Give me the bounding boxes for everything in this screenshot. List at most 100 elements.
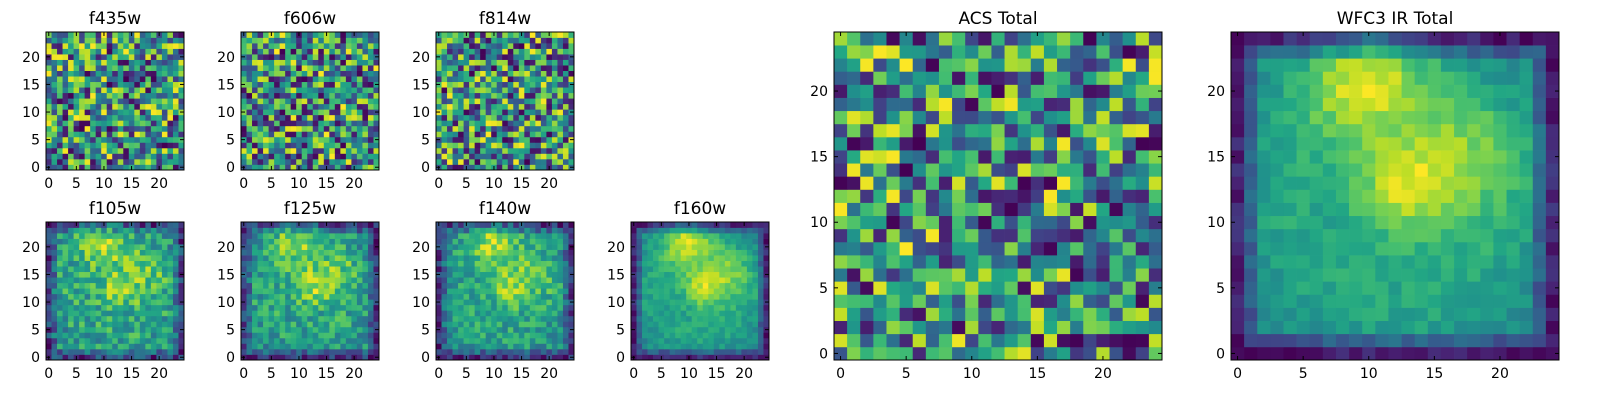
x-tick-label: 10 bbox=[485, 176, 503, 192]
heatmap-cell bbox=[735, 249, 742, 256]
heatmap-cell bbox=[274, 120, 280, 127]
heatmap-cell bbox=[1122, 189, 1137, 203]
heatmap-cell bbox=[535, 164, 542, 171]
heatmap-cell bbox=[172, 43, 179, 49]
heatmap-cell bbox=[296, 76, 303, 83]
heatmap-cell bbox=[84, 255, 91, 261]
heatmap-cell bbox=[551, 238, 558, 245]
heatmap-cell bbox=[112, 348, 119, 355]
heatmap-cell bbox=[150, 147, 157, 154]
heatmap-cell bbox=[469, 293, 475, 300]
x-tick-label: 5 bbox=[462, 176, 471, 192]
heatmap-cell bbox=[68, 288, 74, 295]
heatmap-cell bbox=[285, 125, 292, 132]
heatmap-cell bbox=[1017, 202, 1032, 217]
heatmap-cell bbox=[529, 76, 536, 83]
heatmap-cell bbox=[84, 142, 91, 149]
heatmap-cell bbox=[362, 136, 369, 143]
heatmap-cell bbox=[167, 164, 174, 171]
heatmap-cell bbox=[241, 255, 247, 261]
heatmap-cell bbox=[167, 153, 174, 160]
heatmap-cell bbox=[834, 189, 848, 203]
heatmap-cell bbox=[257, 233, 264, 239]
heatmap-cell bbox=[485, 332, 492, 339]
heatmap-cell bbox=[340, 114, 347, 121]
heatmap-cell bbox=[1004, 281, 1019, 295]
heatmap-cell bbox=[480, 48, 487, 55]
heatmap-cell bbox=[57, 244, 63, 250]
heatmap-cell bbox=[57, 266, 63, 273]
heatmap-cell bbox=[345, 315, 352, 322]
heatmap-cell bbox=[367, 103, 374, 110]
heatmap-cell bbox=[172, 304, 179, 311]
heatmap-cell bbox=[763, 310, 770, 317]
heatmap-cell bbox=[691, 255, 698, 261]
heatmap-cell bbox=[702, 271, 709, 278]
heatmap-cell bbox=[502, 37, 509, 44]
heatmap-cell bbox=[697, 238, 704, 245]
heatmap-cell bbox=[46, 315, 52, 322]
heatmap-cell bbox=[535, 332, 542, 339]
heatmap-cell bbox=[557, 282, 564, 289]
heatmap-cell bbox=[458, 222, 464, 228]
heatmap-cell bbox=[669, 326, 676, 333]
heatmap-cell bbox=[73, 343, 80, 350]
heatmap-cell bbox=[134, 299, 141, 306]
heatmap-cell bbox=[161, 244, 168, 250]
heatmap-cell bbox=[373, 260, 380, 267]
heatmap-cell bbox=[702, 304, 709, 311]
heatmap-cell bbox=[106, 332, 113, 339]
heatmap-cell bbox=[669, 227, 676, 234]
heatmap-cell bbox=[447, 343, 453, 350]
heatmap-cell bbox=[373, 43, 380, 49]
heatmap-cell bbox=[128, 260, 135, 267]
heatmap-cell bbox=[123, 266, 130, 273]
heatmap-cell bbox=[263, 337, 269, 344]
heatmap-cell bbox=[134, 343, 141, 350]
heatmap-cell bbox=[562, 337, 569, 344]
heatmap-cell bbox=[362, 48, 369, 55]
heatmap-cell bbox=[285, 37, 292, 44]
heatmap-cell bbox=[178, 114, 185, 121]
heatmap-cell bbox=[268, 288, 275, 295]
heatmap-cell bbox=[307, 136, 314, 143]
heatmap-cell bbox=[735, 299, 742, 306]
heatmap-cell bbox=[84, 227, 91, 234]
heatmap-cell bbox=[557, 310, 564, 317]
heatmap-cell bbox=[686, 233, 693, 239]
heatmap-cell bbox=[458, 109, 464, 116]
heatmap-cell bbox=[334, 233, 341, 239]
heatmap-cell bbox=[507, 92, 514, 99]
heatmap-cell bbox=[290, 125, 297, 132]
heatmap-cell bbox=[51, 120, 58, 127]
heatmap-cell bbox=[62, 255, 69, 261]
heatmap-cell bbox=[323, 59, 330, 66]
heatmap-cell bbox=[285, 70, 292, 77]
heatmap-cell bbox=[1043, 241, 1058, 256]
heatmap-cell bbox=[540, 136, 547, 143]
heatmap-cell bbox=[257, 288, 264, 295]
heatmap-cell bbox=[735, 337, 742, 344]
heatmap-cell bbox=[334, 277, 341, 284]
heatmap-cell bbox=[112, 326, 119, 333]
heatmap-cell bbox=[452, 249, 459, 256]
heatmap-cell bbox=[899, 176, 914, 190]
heatmap-cell bbox=[318, 120, 325, 127]
heatmap-cell bbox=[307, 255, 314, 261]
heatmap-cell bbox=[362, 326, 369, 333]
heatmap-cell bbox=[562, 233, 569, 239]
heatmap-cell bbox=[496, 120, 503, 127]
heatmap-cell bbox=[134, 92, 141, 99]
heatmap-cell bbox=[518, 337, 525, 344]
heatmap-cell bbox=[1096, 176, 1110, 190]
heatmap-cell bbox=[447, 321, 453, 328]
heatmap-cell bbox=[496, 87, 503, 94]
heatmap-cell bbox=[540, 37, 547, 44]
heatmap-cell bbox=[274, 299, 280, 306]
heatmap-cell bbox=[1043, 255, 1058, 269]
heatmap-cell bbox=[296, 158, 303, 165]
heatmap-cell bbox=[529, 32, 536, 38]
heatmap-cell bbox=[79, 315, 85, 322]
panel-title: f105w bbox=[89, 199, 141, 219]
heatmap-cell bbox=[117, 315, 124, 322]
